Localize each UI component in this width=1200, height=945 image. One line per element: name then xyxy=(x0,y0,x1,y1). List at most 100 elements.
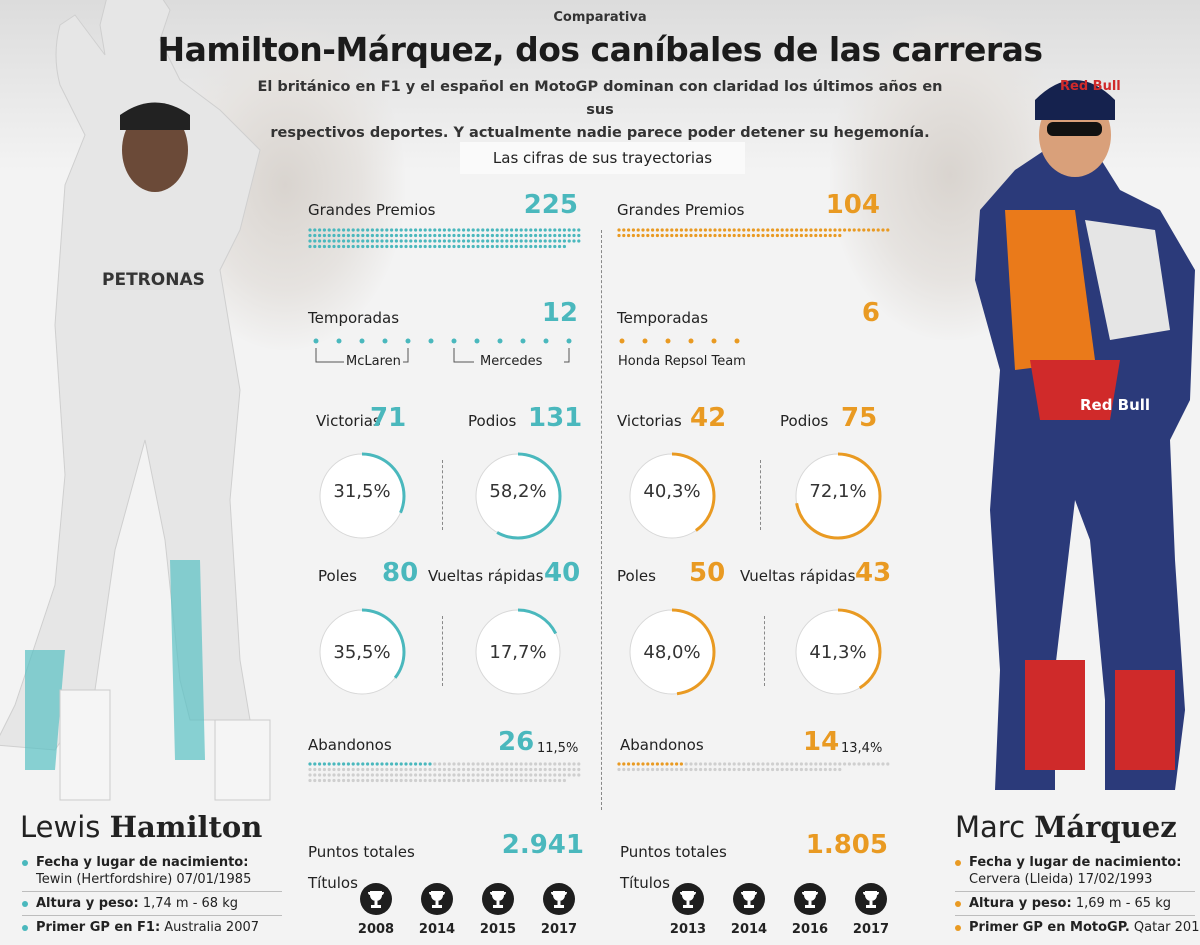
hamilton-titles-label: Títulos xyxy=(308,874,358,892)
dnf-dot xyxy=(655,767,659,772)
gp-dot xyxy=(747,228,751,232)
marquez-poles-ring xyxy=(628,608,716,696)
gp-dot xyxy=(308,233,312,238)
gp-dot xyxy=(394,228,398,232)
marquez-seasons-dots xyxy=(619,338,740,344)
gp-dot xyxy=(361,233,365,238)
dnf-dot xyxy=(665,767,669,772)
gp-dot xyxy=(558,239,562,243)
dnf-dot xyxy=(486,767,490,772)
gp-dot xyxy=(766,228,770,232)
bullet-icon xyxy=(955,859,961,866)
gp-dot xyxy=(534,239,538,243)
dnf-dot xyxy=(660,762,664,766)
gp-dot xyxy=(703,228,707,232)
dnf-dot xyxy=(399,762,403,766)
gp-dot xyxy=(562,233,566,238)
gp-dot xyxy=(675,233,679,238)
gp-dot xyxy=(524,244,528,249)
ring-arc xyxy=(474,452,562,540)
dnf-dot xyxy=(562,778,566,783)
gp-dot xyxy=(466,244,470,249)
dnf-dot xyxy=(471,778,475,783)
gp-dot xyxy=(558,228,562,232)
dnf-dot xyxy=(529,773,533,777)
title-year: 2016 xyxy=(791,922,829,937)
gp-dot xyxy=(414,233,418,238)
dnf-dot xyxy=(699,767,703,772)
dnf-dot xyxy=(423,767,427,772)
dnf-dot xyxy=(462,773,466,777)
dnf-dot xyxy=(519,773,523,777)
gp-dot xyxy=(433,244,437,249)
gp-dot xyxy=(490,244,494,249)
gp-dot xyxy=(390,228,394,232)
gp-dot xyxy=(447,233,451,238)
dnf-dot xyxy=(694,762,698,766)
gp-dot xyxy=(327,244,331,249)
dnf-dot xyxy=(548,778,552,783)
dnf-dot xyxy=(510,778,514,783)
dnf-dot xyxy=(390,767,394,772)
dnf-dot xyxy=(510,773,514,777)
gp-dot xyxy=(342,244,346,249)
title-year: 2014 xyxy=(418,922,456,937)
dnf-dot xyxy=(631,762,635,766)
gp-dot xyxy=(833,233,837,238)
gp-dot xyxy=(356,244,360,249)
dnf-dot xyxy=(308,767,312,772)
dnf-dot xyxy=(346,778,350,783)
gp-dot xyxy=(562,239,566,243)
dnf-dot xyxy=(418,767,422,772)
gp-dot xyxy=(641,233,645,238)
dnf-dot xyxy=(438,773,442,777)
gp-dot xyxy=(761,233,765,238)
dnf-dot xyxy=(409,773,413,777)
gp-dot xyxy=(723,228,727,232)
dnf-dot xyxy=(558,778,562,783)
dnf-dot xyxy=(631,767,635,772)
gp-dot xyxy=(529,244,533,249)
marquez-ring-divider xyxy=(760,460,761,530)
dnf-dot xyxy=(534,767,538,772)
gp-dot xyxy=(737,233,741,238)
dnf-dot xyxy=(823,762,827,766)
dnf-dot xyxy=(761,762,765,766)
marquez-ring-divider-2 xyxy=(764,616,765,686)
dnf-dot xyxy=(394,762,398,766)
dnf-dot xyxy=(486,762,490,766)
dnf-dot xyxy=(622,762,626,766)
bio-key: Altura y peso: xyxy=(36,896,139,911)
gp-dot xyxy=(447,239,451,243)
gp-dot xyxy=(500,244,504,249)
gp-dot xyxy=(775,228,779,232)
dnf-dot xyxy=(337,767,341,772)
dnf-dot xyxy=(423,778,427,783)
gp-dot xyxy=(819,233,823,238)
dnf-dot xyxy=(462,778,466,783)
gp-dot xyxy=(617,233,621,238)
dnf-dot xyxy=(481,778,485,783)
dnf-dot xyxy=(351,773,355,777)
hamilton-fastlaps-value: 40 xyxy=(544,558,581,588)
gp-dot xyxy=(514,244,518,249)
marquez-seasons-label: Temporadas xyxy=(617,309,709,327)
hamilton-dnf-value: 26 xyxy=(498,727,535,757)
dnf-dot xyxy=(366,767,370,772)
hamilton-dnf-pct: 11,5% xyxy=(537,741,579,756)
gp-dot xyxy=(553,233,557,238)
dnf-dot xyxy=(332,773,336,777)
marquez-first-name: Marc xyxy=(955,810,1026,844)
marquez-wins-value: 42 xyxy=(690,403,727,433)
dnf-dot xyxy=(675,767,679,772)
gp-dot xyxy=(414,228,418,232)
gp-dot xyxy=(703,233,707,238)
gp-dot xyxy=(418,233,422,238)
gp-dot xyxy=(534,233,538,238)
gp-dot xyxy=(577,228,581,232)
hamilton-fastlaps-pct: 17,7% xyxy=(489,642,547,663)
dnf-dot xyxy=(428,767,432,772)
gp-dot xyxy=(404,244,408,249)
dnf-dot xyxy=(799,767,803,772)
marquez-gp-label: Grandes Premios xyxy=(617,201,745,219)
